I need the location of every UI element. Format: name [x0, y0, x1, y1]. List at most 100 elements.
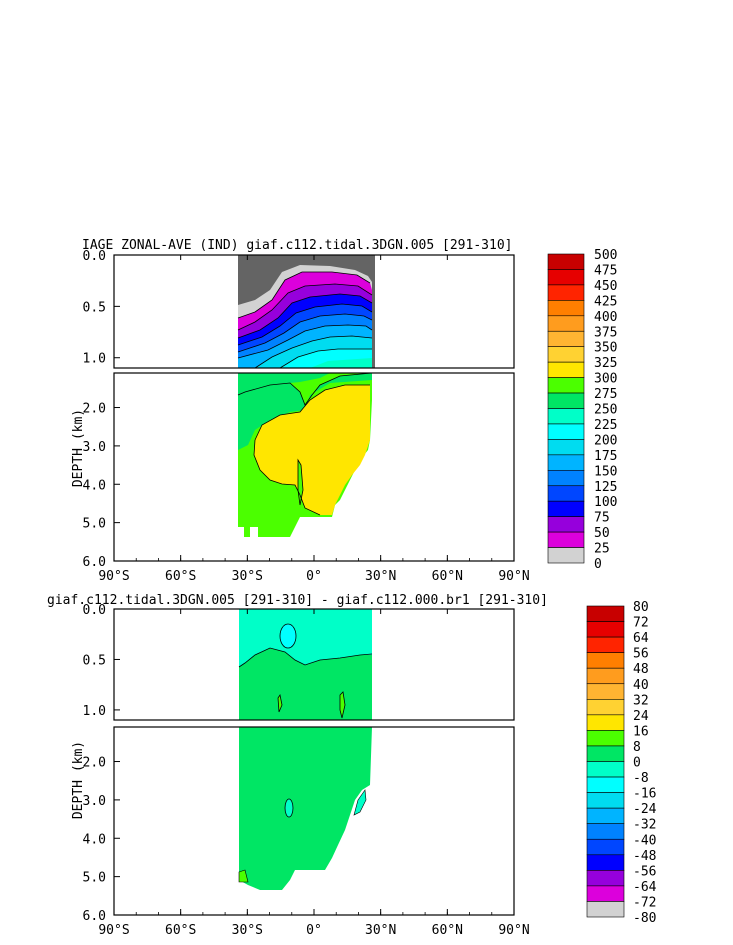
field-yellow-lower	[254, 385, 370, 515]
y-tick-label: 2.0	[83, 756, 106, 771]
chart-2-title: giaf.c112.tidal.3DGN.005 [291-310] - gia…	[47, 593, 548, 608]
x-tick-label: 90°S	[98, 569, 129, 584]
legend-level-label: -48	[633, 849, 656, 864]
legend-swatch	[547, 500, 585, 517]
legend-level-label: -8	[633, 771, 649, 786]
y-tick-label: 3.0	[83, 440, 106, 455]
x-tick-label: 90°S	[98, 923, 129, 938]
legend-level-label: 175	[594, 449, 617, 464]
x-tick-label: 60°S	[165, 923, 196, 938]
legend-level-label: 56	[633, 647, 649, 662]
field-green2-lower	[238, 373, 330, 395]
x-tick-label: 0°	[306, 923, 322, 938]
x-tick-label: 30°S	[232, 923, 263, 938]
legend-level-label: 0	[633, 756, 641, 771]
legend-level-label: -16	[633, 787, 656, 802]
legend-level-label: 75	[594, 511, 610, 526]
y-tick-label: 4.0	[83, 478, 106, 493]
legend-swatch	[586, 854, 625, 871]
legend-level-label: 375	[594, 325, 617, 340]
legend-swatch	[586, 667, 625, 685]
x-tick-label: 60°N	[432, 569, 463, 584]
legend-swatch	[547, 408, 585, 425]
legend-swatch	[547, 454, 585, 471]
y-tick-label: 6.0	[83, 909, 106, 924]
notch-1	[238, 527, 244, 537]
x-tick-label: 30°S	[232, 569, 263, 584]
legend-level-label: 275	[594, 387, 617, 402]
legend-swatch	[586, 714, 625, 731]
chart-1-upper-panel	[237, 255, 375, 369]
y-tick-label: 1.0	[83, 352, 106, 367]
legend-swatch	[547, 346, 585, 363]
chart-1: IAGE ZONAL-AVE (IND) giaf.c112.tidal.3DG…	[71, 238, 617, 584]
legend-swatch	[586, 776, 625, 793]
y-tick-label: 1.0	[83, 704, 106, 719]
legend-level-label: 225	[594, 418, 617, 433]
legend-swatch	[586, 823, 625, 840]
notch-2	[250, 527, 258, 537]
x-tick-label: 60°N	[432, 923, 463, 938]
legend-swatch	[547, 300, 585, 317]
x-tick-label: 90°N	[498, 569, 529, 584]
y-tick-label: 5.0	[83, 871, 106, 886]
y-tick-label: 0.5	[83, 653, 106, 668]
y-tick-label: 3.0	[83, 794, 106, 809]
legend-swatch	[547, 547, 585, 564]
legend-swatch	[586, 683, 625, 700]
legend-level-label: 200	[594, 433, 617, 448]
legend-level-label: 400	[594, 310, 617, 325]
chart-1-title: IAGE ZONAL-AVE (IND) giaf.c112.tidal.3DG…	[82, 238, 512, 253]
legend-swatch	[586, 698, 625, 716]
contour-lines	[237, 271, 373, 369]
legend-swatch	[547, 516, 585, 533]
legend-level-label: 300	[594, 372, 617, 387]
x-tick-label: 0°	[306, 569, 322, 584]
legend-swatch	[586, 807, 625, 825]
x-tick-label: 30°N	[365, 923, 396, 938]
y-tick-label: 0.0	[83, 603, 106, 618]
legend-level-label: 125	[594, 480, 617, 495]
field-teal	[310, 358, 372, 368]
legend-swatch	[586, 838, 625, 856]
legend-level-label: 80	[633, 600, 649, 615]
chart-2-y-axis: 0.0 0.5 1.0 2.0 3.0 4.0 5.0 6.0	[83, 603, 120, 924]
legend-level-label: 150	[594, 464, 617, 479]
legend-level-label: -40	[633, 833, 656, 848]
legend-level-label: -80	[633, 911, 656, 926]
legend-swatch	[547, 439, 585, 456]
legend-swatch	[547, 469, 585, 487]
legend-level-label: 32	[633, 693, 649, 708]
legend-swatch	[547, 392, 585, 409]
legend-swatch	[586, 652, 625, 669]
legend-swatch	[547, 423, 585, 440]
legend-level-label: 72	[633, 616, 649, 631]
legend-level-label: -72	[633, 895, 656, 910]
legend-swatch	[547, 485, 585, 502]
contour-lines-lower	[237, 372, 373, 516]
legend-level-label: 500	[594, 248, 617, 263]
chart-2-legend: 80726456484032241680-8-16-24-32-40-48-56…	[586, 600, 657, 926]
field-teal-top2	[239, 609, 372, 667]
legend-level-label: 64	[633, 631, 649, 646]
legend-level-label: 325	[594, 356, 617, 371]
legend-swatch	[586, 745, 625, 762]
legend-level-label: 40	[633, 678, 649, 693]
legend-swatch	[547, 315, 585, 332]
contour-zero-top2	[238, 647, 373, 668]
legend-swatch	[586, 885, 625, 902]
legend-level-label: -64	[633, 880, 657, 895]
legend-swatch	[586, 761, 625, 778]
legend-level-label: 350	[594, 341, 617, 356]
legend-level-label: 475	[594, 263, 617, 278]
legend-swatch	[547, 253, 585, 270]
legend-swatch	[586, 870, 625, 887]
legend-swatch	[547, 269, 585, 286]
chart-2-upper-panel	[238, 609, 373, 720]
chart-2-lower-panel	[238, 727, 372, 890]
legend-swatch	[586, 730, 625, 747]
legend-level-label: 0	[594, 557, 602, 572]
x-tick-label: 90°N	[498, 923, 529, 938]
legend-swatch	[547, 330, 585, 347]
